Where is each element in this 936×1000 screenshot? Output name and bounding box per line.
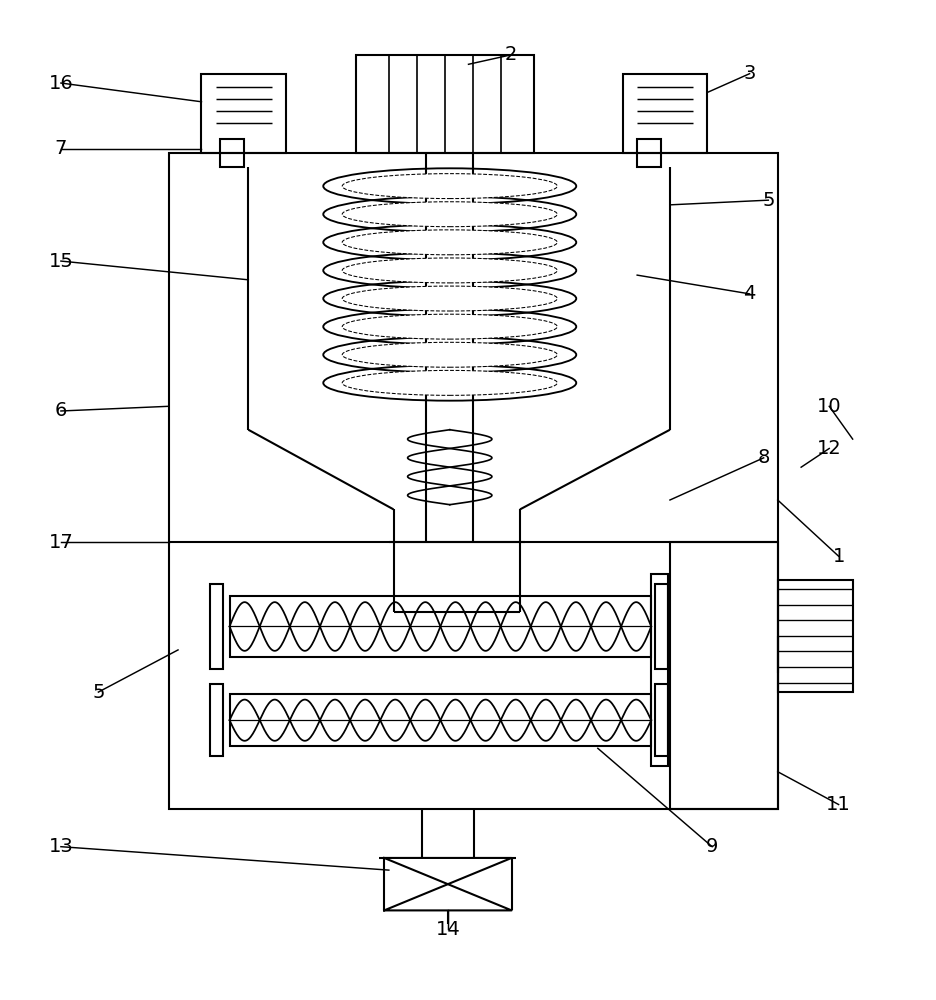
Bar (210, 584, 223, 669)
Ellipse shape (342, 342, 557, 367)
Text: 4: 4 (742, 284, 755, 303)
Bar (654, 684, 667, 756)
Bar (201, 74, 285, 153)
Bar (229, 694, 651, 746)
Ellipse shape (342, 258, 557, 283)
Bar (654, 584, 667, 669)
Ellipse shape (342, 174, 557, 199)
Ellipse shape (342, 230, 557, 255)
Bar (669, 542, 777, 809)
Text: 3: 3 (742, 64, 755, 83)
Bar (220, 139, 243, 167)
Text: 6: 6 (54, 401, 67, 420)
Polygon shape (384, 884, 511, 910)
Bar (168, 153, 777, 809)
Polygon shape (384, 858, 511, 884)
Ellipse shape (342, 286, 557, 311)
Text: 16: 16 (49, 74, 73, 93)
Bar (356, 55, 534, 153)
Text: 14: 14 (435, 920, 460, 939)
Text: 7: 7 (54, 139, 67, 158)
Bar (636, 139, 660, 167)
Text: 1: 1 (831, 547, 844, 566)
Text: 10: 10 (816, 397, 841, 416)
Bar (651, 574, 667, 766)
Bar (622, 74, 707, 153)
Text: 12: 12 (816, 439, 841, 458)
Text: 13: 13 (49, 837, 73, 856)
Text: 8: 8 (756, 448, 769, 467)
Text: 5: 5 (761, 191, 774, 210)
Text: 9: 9 (705, 837, 718, 856)
Text: 17: 17 (49, 533, 73, 552)
Text: 2: 2 (504, 45, 517, 64)
Text: 5: 5 (92, 683, 105, 702)
Bar (210, 684, 223, 756)
Text: 11: 11 (826, 795, 850, 814)
Ellipse shape (342, 314, 557, 339)
Ellipse shape (342, 370, 557, 395)
Text: 15: 15 (49, 252, 73, 271)
Bar (229, 596, 651, 657)
Bar (777, 580, 852, 692)
Ellipse shape (342, 202, 557, 227)
